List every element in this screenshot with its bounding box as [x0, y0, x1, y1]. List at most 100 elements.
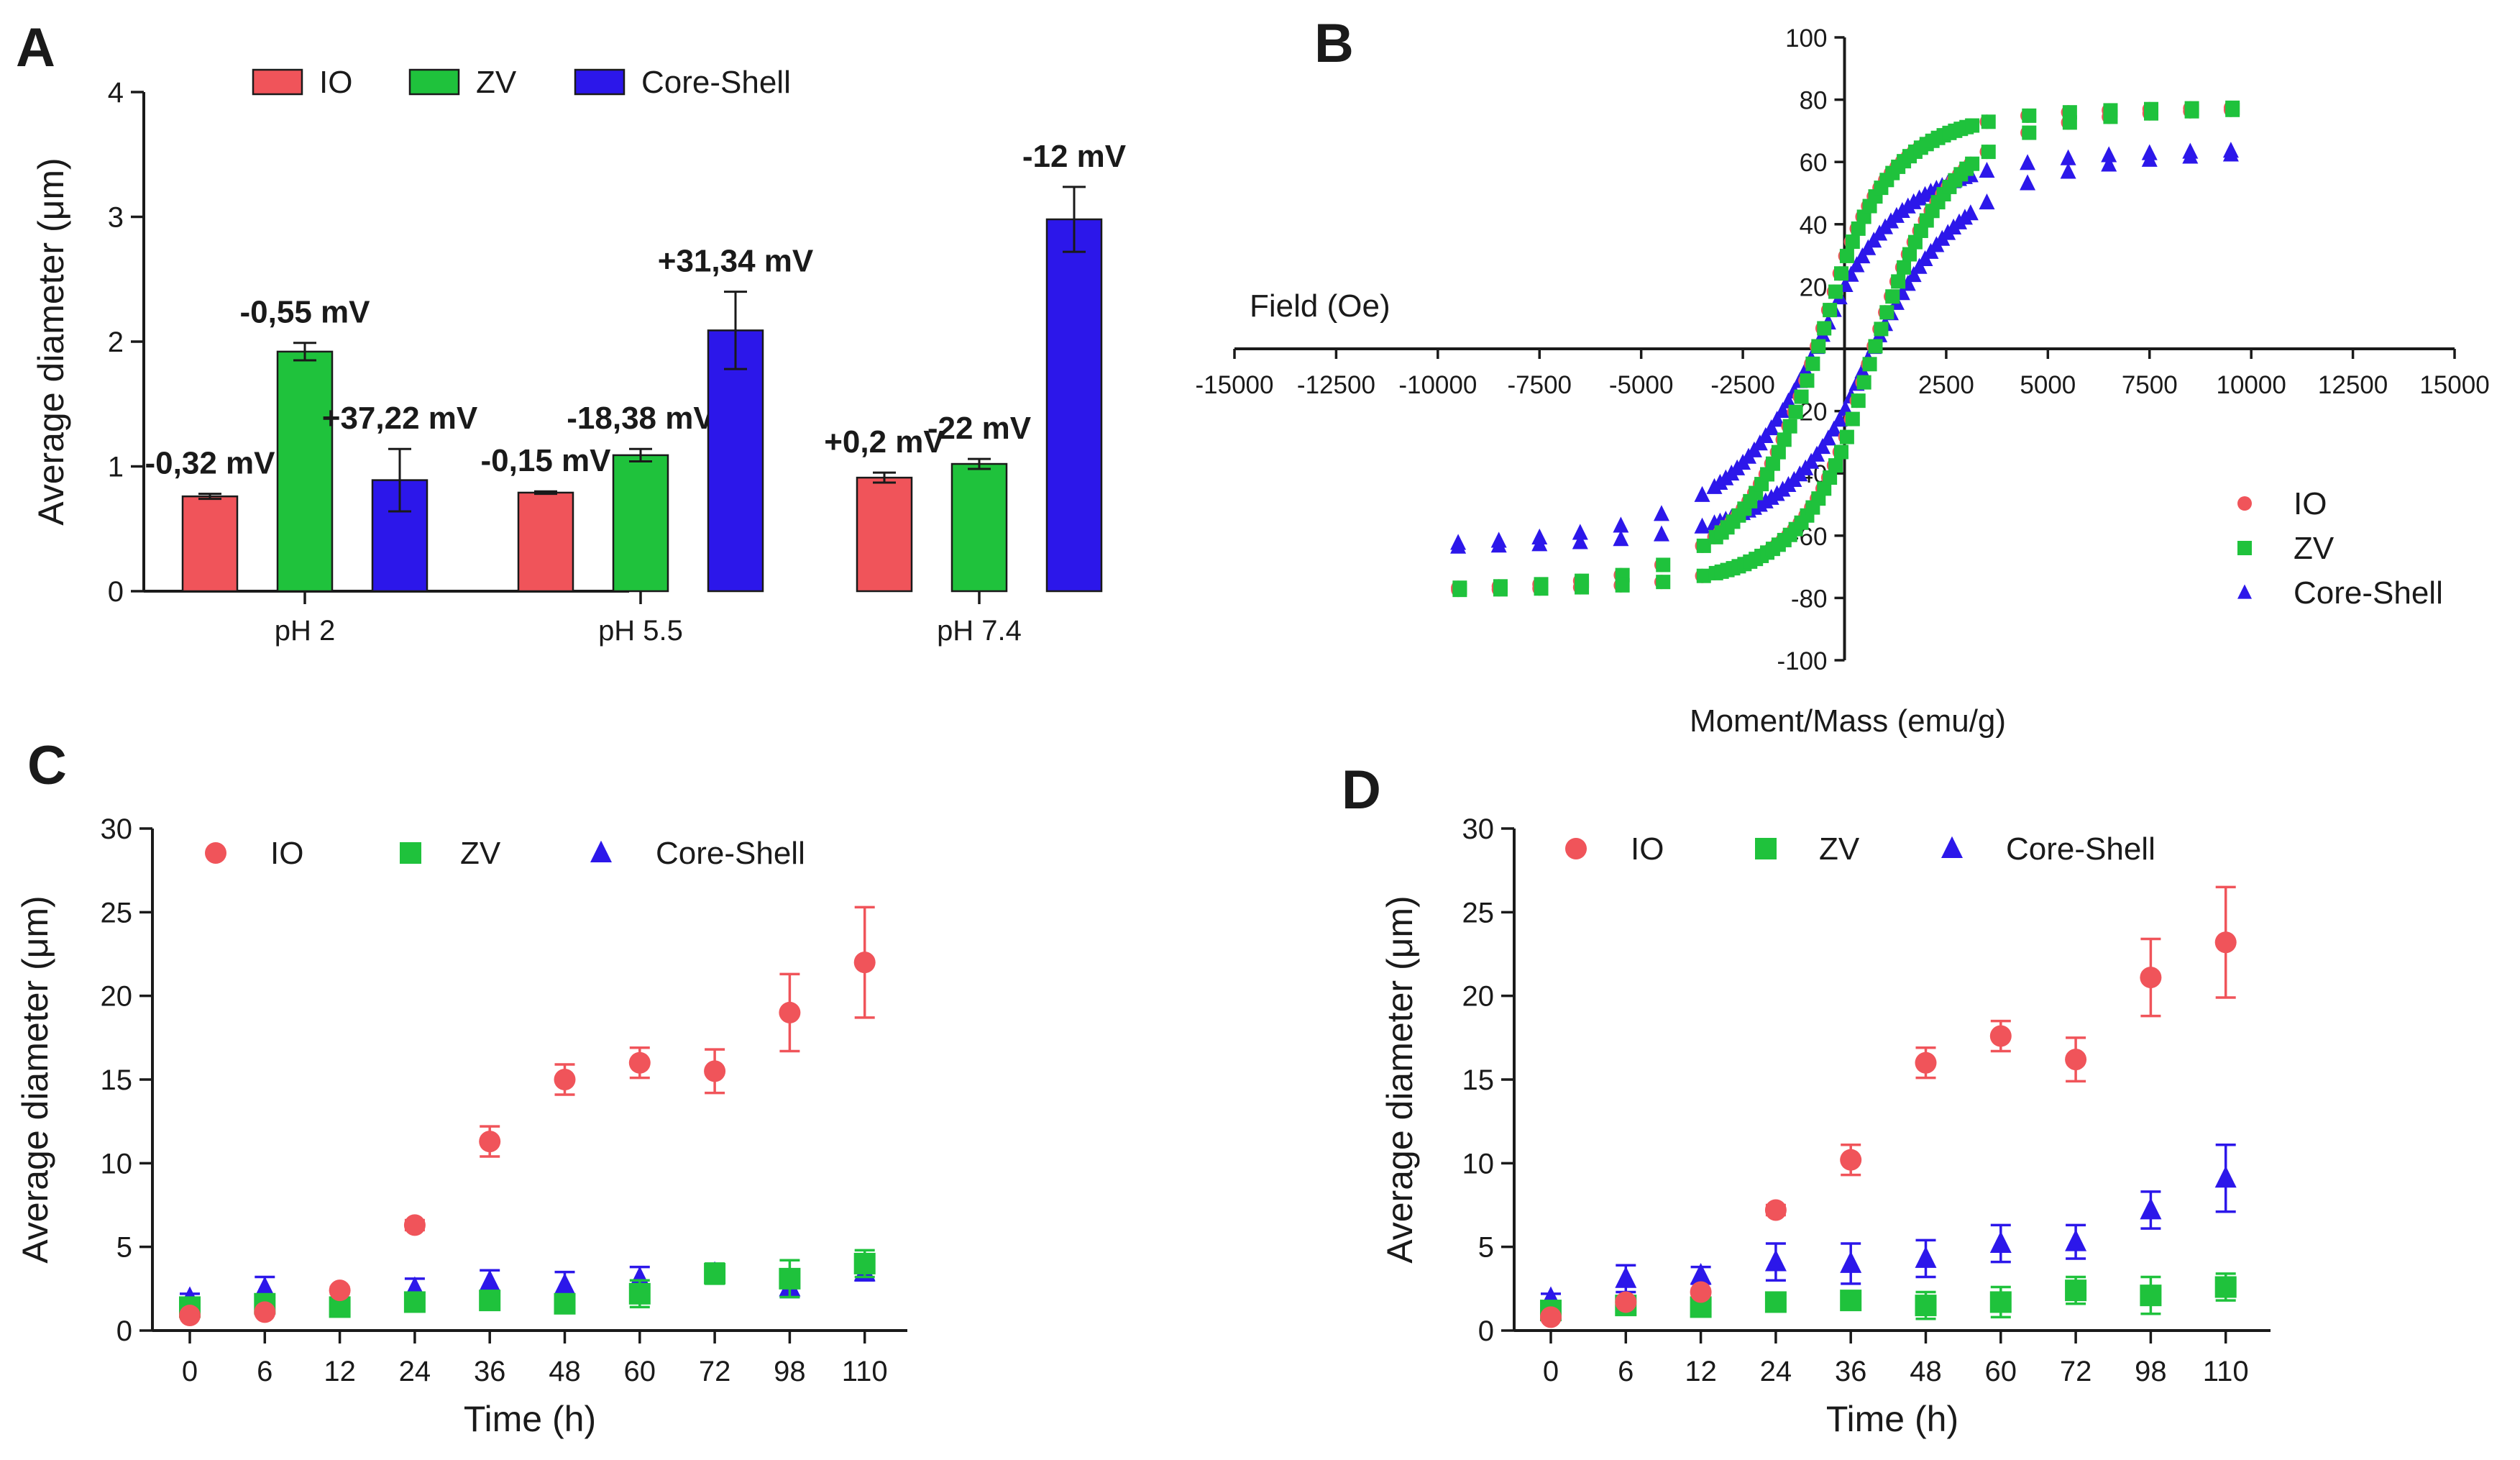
- y-axis-title: Average diameter (μm): [1380, 895, 1420, 1263]
- data-point-zv: [2103, 109, 2118, 124]
- bar-core-shell-ph-5-5: [707, 329, 764, 593]
- data-point-core-shell: [1572, 524, 1588, 540]
- data-point-core-shell: [1769, 411, 1785, 427]
- data-point-zv: [1828, 284, 1843, 299]
- data-label-zeta: -0,15 mV: [481, 443, 612, 478]
- y-tick-label: 0: [1478, 1315, 1494, 1347]
- legend-marker-io: [205, 842, 226, 864]
- legend-marker-core-shell: [1941, 836, 1963, 858]
- legend-label-zv: ZV: [1819, 831, 1860, 867]
- data-point-zv: [1493, 582, 1508, 597]
- chart-panel-a: 0 1 2 3 4 pH 2 pH 5.5 pH 7.4 -0,32 mV -0,15 mV +0,…: [31, 65, 1127, 647]
- data-point-core-shell-6: [254, 1276, 276, 1298]
- chart-panel-c: 0 5 10 15 20 25 30 0 6 12 24 36 48 60 72 98 110 Time (h) A…: [15, 813, 907, 1439]
- x-axis-title: Field (Oe): [1250, 288, 1390, 324]
- data-point-core-shell-60: [1989, 1231, 2012, 1253]
- legend-label-io: IO: [270, 836, 303, 871]
- data-label-zeta: -0,55 mV: [240, 295, 371, 330]
- legend-label-zv: ZV: [476, 65, 517, 100]
- data-point-zv-48: [1915, 1295, 1937, 1317]
- data-point-zv-48: [554, 1292, 576, 1315]
- x-tick-label-24: 24: [1760, 1356, 1792, 1387]
- data-point-zv: [1981, 145, 1996, 160]
- data-point-zv: [1615, 578, 1630, 593]
- data-point-core-shell: [1613, 516, 1629, 533]
- x-tick-label-24: 24: [399, 1356, 431, 1387]
- chart-panel-b: -15000 -12500 -10000 -7500 -5000 -2500 2500 500…: [1196, 24, 2490, 739]
- data-point-io-98: [779, 1001, 801, 1023]
- bar-zv-ph-7-4: [950, 462, 1008, 593]
- x-tick-label-36: 36: [474, 1356, 506, 1387]
- data-point-core-shell-12: [1690, 1262, 1712, 1285]
- y-tick-label: 0: [108, 576, 124, 608]
- x-tick-label: 7500: [2122, 371, 2178, 399]
- legend: IO ZV Core-Shell: [2237, 486, 2443, 611]
- panel-letter-d: D: [1342, 759, 1381, 821]
- data-point-zv-24: [403, 1291, 426, 1313]
- bar-zv-ph-5-5: [612, 454, 669, 593]
- y-tick-label: 10: [101, 1148, 133, 1180]
- legend-label-core-shell: Core-Shell: [656, 836, 805, 871]
- data-point-zv: [1782, 419, 1797, 434]
- data-point-zv: [1833, 444, 1848, 460]
- data-point-core-shell: [1653, 505, 1669, 521]
- legend: IO ZV Core-Shell: [252, 65, 791, 100]
- data-point-core-shell: [2101, 146, 2117, 163]
- data-point-core-shell-36: [479, 1269, 501, 1292]
- data-point-zv: [1575, 580, 1590, 595]
- data-point-core-shell: [1848, 256, 1865, 273]
- y-tick-label: 25: [101, 897, 133, 929]
- data-label-zeta: -12 mV: [1022, 139, 1127, 174]
- data-point-core-shell-60: [628, 1266, 651, 1288]
- legend-label-core-shell: Core-Shell: [641, 65, 791, 100]
- legend-marker-zv: [400, 842, 421, 864]
- data-point-core-shell: [1694, 485, 1710, 502]
- data-point-zv-98: [2140, 1285, 2162, 1307]
- data-point-core-shell: [1831, 411, 1848, 427]
- data-point-zv: [1965, 118, 1980, 133]
- data-point-zv: [1452, 583, 1467, 598]
- data-point-io-60: [1989, 1025, 2012, 1047]
- series-io: [1540, 885, 2237, 1328]
- y-tick-label: 4: [108, 77, 124, 109]
- x-tick-label: -5000: [1609, 371, 1674, 399]
- x-tick-label: 10000: [2217, 371, 2286, 399]
- data-label-zeta: +37,22 mV: [322, 401, 478, 436]
- x-tick-label-ph-2: pH 2: [275, 615, 336, 647]
- y-tick-label: 0: [116, 1315, 132, 1347]
- data-point-zv: [1656, 575, 1671, 590]
- data-point-zv: [1805, 356, 1820, 371]
- x-tick-label: 12500: [2318, 371, 2388, 399]
- data-point-core-shell: [1797, 361, 1814, 378]
- data-point-io-6: [254, 1301, 276, 1323]
- y-tick-label: 20: [1800, 273, 1828, 301]
- bar-io-ph-7-4: [856, 476, 913, 593]
- x-tick-label-60: 60: [624, 1356, 656, 1387]
- x-tick-label-72: 72: [2060, 1356, 2092, 1387]
- data-point-core-shell-24: [1764, 1249, 1787, 1272]
- x-tick-label-12: 12: [1685, 1356, 1717, 1387]
- data-point-core-shell-110: [2214, 1166, 2237, 1188]
- data-point-io-12: [1690, 1281, 1712, 1303]
- panel-letter-b: B: [1314, 13, 1354, 74]
- x-tick-label-60: 60: [1985, 1356, 2017, 1387]
- data-point-core-shell: [1905, 266, 1922, 283]
- data-point-core-shell: [1979, 162, 1995, 178]
- y-tick-label: 1: [108, 452, 124, 483]
- data-point-io-24: [1764, 1199, 1787, 1221]
- y-tick-label: 5: [1478, 1232, 1494, 1264]
- series-io: [179, 905, 876, 1327]
- data-point-zv: [1907, 234, 1923, 250]
- data-label-zeta: +31,34 mV: [658, 244, 814, 279]
- data-point-core-shell: [1490, 537, 1507, 553]
- data-point-core-shell: [1763, 419, 1779, 436]
- x-tick-label-110: 110: [842, 1356, 888, 1387]
- bar-core-shell-ph-7-4: [1045, 218, 1103, 593]
- data-point-zv: [1656, 557, 1671, 572]
- data-point-core-shell: [1531, 535, 1548, 552]
- data-point-zv-72: [704, 1262, 726, 1285]
- data-point-zv-60: [1989, 1291, 2012, 1313]
- data-point-zv: [1828, 458, 1843, 473]
- legend-label-io: IO: [2294, 486, 2327, 521]
- data-point-zv: [2144, 106, 2159, 121]
